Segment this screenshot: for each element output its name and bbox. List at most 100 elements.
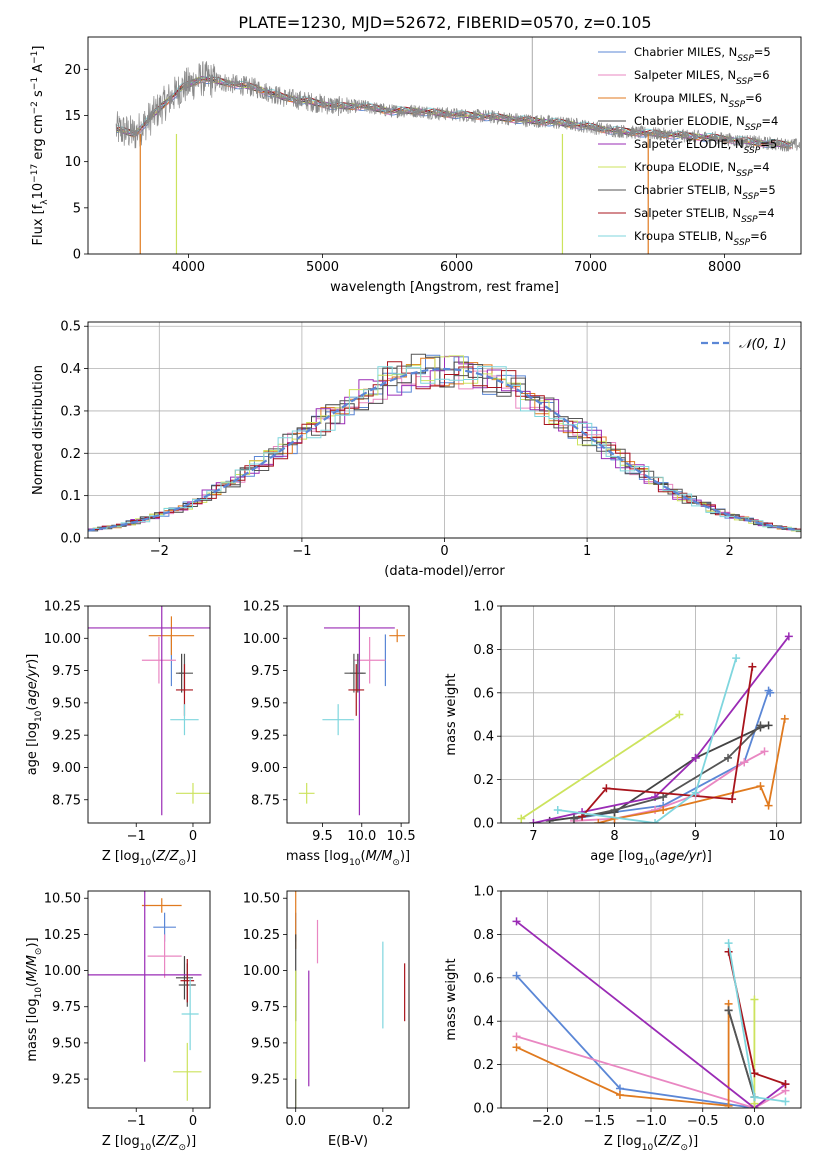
weight-marker-kroupa-stelib <box>651 819 660 823</box>
legend-label-chabrier-elodie: Chabrier ELODIE, NSSP=4 <box>634 114 778 133</box>
x-axis-label: wavelength [Angstrom, rest frame] <box>330 280 559 295</box>
x-tick-label: 1 <box>583 544 591 559</box>
x-tick-label: 10.5 <box>387 829 416 844</box>
figure-title: PLATE=1230, MJD=52672, FIBERID=0570, z=0… <box>238 13 651 32</box>
weight-marker-salpeter-stelib <box>602 784 611 793</box>
weight-marker-salpeter-elodie <box>691 753 700 762</box>
spectrum-panel: 4000 5000 6000 7000 8000 0 5 10 15 20 wavelength [… <box>30 36 802 295</box>
weight-marker-kroupa-miles <box>780 714 789 723</box>
weight-line-chabrier-stelib <box>727 1010 756 1098</box>
legend-label-chabrier-stelib: Chabrier STELIB, NSSP=5 <box>634 183 776 202</box>
normal-curve <box>88 367 799 532</box>
weight-marker-kroupa-miles <box>724 1101 733 1108</box>
weight-marker-kroupa-stelib <box>553 805 562 814</box>
weight-marker-kroupa-miles <box>615 1090 624 1099</box>
y-tick-label: 9.25 <box>52 1073 81 1088</box>
y-tick-label: 0.8 <box>473 928 494 943</box>
x-tick-label: −1.0 <box>635 1114 667 1129</box>
x-tick-label: 0 <box>440 544 448 559</box>
mass-vs-reddening-panel: 0.0 0.2 9.25 9.50 9.75 10.00 10.25 10.50 E(B-V) <box>243 890 410 1149</box>
observed-spectrum <box>115 61 801 152</box>
y-tick-label: 20 <box>64 63 81 78</box>
x-tick-label: 0.2 <box>373 1114 394 1129</box>
y-tick-label: 15 <box>64 109 81 124</box>
y-tick-label: 9.50 <box>251 696 280 711</box>
y-tick-label: 10.25 <box>44 600 81 615</box>
y-tick-label: 0.3 <box>60 404 81 419</box>
weight-marker-salpeter-miles <box>760 747 769 756</box>
weight-marker-kroupa-elodie <box>517 814 526 823</box>
weight-line-salpeter-miles <box>516 1035 786 1108</box>
weight-marker-kroupa-stelib <box>691 788 700 797</box>
residuals-panel: −2 −1 0 1 2 0.0 0.1 0.2 0.3 0.4 0.5 (data-model)/er… <box>31 320 802 579</box>
x-axis-label: Z [log10(Z/Z⊙)] <box>102 1134 196 1153</box>
weight-line-chabrier-miles <box>573 688 771 820</box>
weight-marker-chabrier-elodie <box>764 721 773 730</box>
x-tick-label: 7000 <box>574 260 607 275</box>
y-axis-label: Flux [fλ10−17 erg cm−2 s−1 A−1] <box>30 46 50 246</box>
weight-marker-salpeter-miles <box>651 805 660 814</box>
y-axis-label: mass [log10(M/M⊙)] <box>25 937 44 1061</box>
x-axis-label: (data-model)/error <box>384 564 505 579</box>
y-tick-label: 0.4 <box>473 730 494 745</box>
weight-marker-kroupa-elodie <box>675 710 684 719</box>
weight-marker-kroupa-elodie <box>750 995 759 1004</box>
weight-marker-kroupa-stelib <box>732 654 741 663</box>
weight-marker-salpeter-stelib <box>724 947 733 956</box>
legend-label-kroupa-stelib: Kroupa STELIB, NSSP=6 <box>634 229 767 248</box>
x-tick-label: 2 <box>726 544 734 559</box>
y-tick-label: 0.2 <box>473 1058 494 1073</box>
y-tick-label: 10.00 <box>44 632 81 647</box>
x-axis-label: E(B-V) <box>328 1134 368 1149</box>
weight-marker-salpeter-miles <box>740 758 749 767</box>
weight-line-kroupa-stelib <box>557 657 737 823</box>
y-tick-label: 9.25 <box>251 1073 280 1088</box>
weight-marker-chabrier-miles <box>512 971 521 980</box>
weight-marker-salpeter-elodie <box>784 632 793 641</box>
x-tick-label: 8 <box>610 829 618 844</box>
y-tick-label: 10.00 <box>44 964 81 979</box>
legend-label-salpeter-stelib: Salpeter STELIB, NSSP=4 <box>634 206 775 225</box>
weight-marker-chabrier-miles <box>766 688 775 697</box>
x-tick-label: 0.0 <box>744 1114 765 1129</box>
y-tick-label: 9.50 <box>52 1036 81 1051</box>
y-tick-label: 10.25 <box>44 928 81 943</box>
y-axis-label: mass weight <box>444 958 459 1040</box>
weight-marker-chabrier-stelib <box>724 1006 733 1015</box>
residual-histogram-salpeter-stelib <box>88 361 801 532</box>
weight-marker-chabrier-stelib <box>610 805 619 814</box>
y-tick-label: 0.1 <box>60 489 81 504</box>
x-tick-label: 8000 <box>708 260 741 275</box>
axes-frame <box>500 890 802 1109</box>
x-tick-label: −2 <box>150 544 169 559</box>
y-tick-label: 10.25 <box>243 600 280 615</box>
y-tick-label: 0.6 <box>473 686 494 701</box>
x-tick-label: 9.5 <box>312 829 333 844</box>
axes-frame <box>87 321 802 539</box>
x-tick-label: 5000 <box>306 260 339 275</box>
plot-area <box>512 917 790 1108</box>
y-tick-label: 0.8 <box>473 643 494 658</box>
x-axis-label: Z [log10(Z/Z⊙)] <box>604 1134 698 1153</box>
y-tick-label: 10 <box>64 155 81 170</box>
y-tick-label: 0 <box>73 248 81 263</box>
x-tick-label: −1 <box>292 544 311 559</box>
y-tick-label: 0.4 <box>60 362 81 377</box>
axes-frame <box>286 605 410 824</box>
weight-marker-kroupa-stelib <box>781 1097 790 1106</box>
y-tick-label: 9.75 <box>52 664 81 679</box>
weight-line-salpeter-stelib <box>581 666 754 818</box>
weight-line-salpeter-elodie <box>533 635 790 823</box>
x-tick-label: 6000 <box>440 260 473 275</box>
legend-label-salpeter-elodie: Salpeter ELODIE, NSSP=5 <box>634 137 777 156</box>
weight-marker-kroupa-stelib <box>724 939 733 948</box>
y-tick-label: 0.0 <box>473 817 494 832</box>
y-tick-label: 8.75 <box>52 793 81 808</box>
weight-line-kroupa-elodie <box>520 713 680 820</box>
weight-marker-chabrier-stelib <box>756 721 765 730</box>
weight-marker-salpeter-stelib <box>750 1069 759 1078</box>
y-tick-label: 10.00 <box>243 964 280 979</box>
y-tick-label: 9.25 <box>251 729 280 744</box>
plot-area <box>115 37 801 254</box>
